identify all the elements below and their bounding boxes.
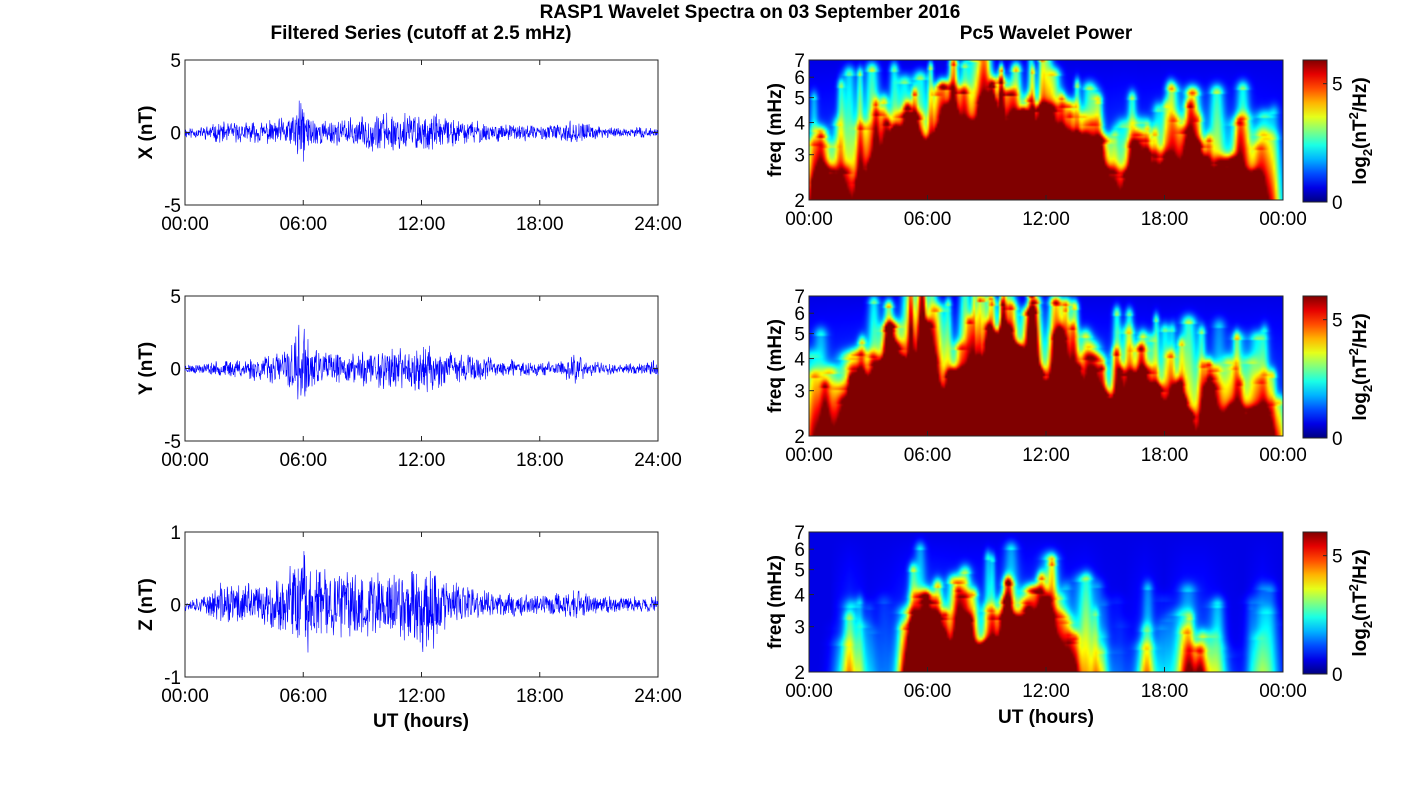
- x-tick-label: 06:00: [904, 681, 952, 702]
- left-column-title: Filtered Series (cutoff at 2.5 mHz): [271, 23, 572, 44]
- y-tick-label: 6: [794, 540, 805, 561]
- x-tick-label: 12:00: [398, 450, 446, 471]
- wavelet-power-image: [809, 60, 1283, 200]
- x-tick-label: 18:00: [1141, 445, 1189, 466]
- y-tick-label: 5: [170, 51, 181, 72]
- y-tick-label: 1: [170, 523, 181, 544]
- x-tick-label: 00:00: [1259, 681, 1307, 702]
- y-tick-label: 5: [794, 89, 805, 110]
- x-tick-label: 18:00: [1141, 681, 1189, 702]
- y-tick-label: 6: [794, 304, 805, 325]
- x-tick-label: 06:00: [279, 214, 327, 235]
- x-tick-label: 24:00: [634, 686, 682, 707]
- timeseries-panel-z: 1 0 -100:00 06:00 12:00 18:00 24:00 Z (nT): [136, 523, 682, 707]
- left-x-axis-label: UT (hours): [373, 711, 469, 732]
- wavelet-power-image: [809, 532, 1283, 672]
- colorbar-scale: [1302, 59, 1328, 203]
- y-tick-label: 7: [794, 51, 805, 72]
- y-tick-label: 6: [794, 68, 805, 89]
- figure-title: RASP1 Wavelet Spectra on 03 September 20…: [540, 2, 961, 23]
- x-tick-label: 00:00: [785, 445, 833, 466]
- y-axis-label: freq (mHz): [765, 83, 786, 177]
- y-tick-label: 3: [794, 146, 805, 167]
- y-tick-label: 0: [170, 596, 181, 617]
- x-tick-label: 24:00: [634, 450, 682, 471]
- x-tick-label: 18:00: [516, 214, 564, 235]
- colorbar-tick-label: 5: [1332, 311, 1343, 332]
- y-axis-label: freq (mHz): [765, 319, 786, 413]
- y-tick-label: 3: [794, 618, 805, 639]
- x-tick-label: 00:00: [1259, 445, 1307, 466]
- x-tick-label: 00:00: [1259, 209, 1307, 230]
- wavelet-power-image: [809, 296, 1283, 436]
- x-tick-label: 06:00: [904, 209, 952, 230]
- x-tick-label: 06:00: [279, 450, 327, 471]
- y-axis-label: freq (mHz): [765, 555, 786, 649]
- signal-trace-z: [184, 551, 659, 653]
- y-tick-label: -5: [164, 196, 181, 217]
- x-tick-label: 12:00: [398, 214, 446, 235]
- x-tick-label: 00:00: [785, 209, 833, 230]
- x-tick-label: 00:00: [785, 681, 833, 702]
- panels: 50-500:00 06:00 12:00 18:00 24:00X (nT)76543…: [136, 51, 1375, 707]
- x-tick-label: 00:00: [161, 450, 209, 471]
- y-tick-label: -1: [164, 668, 181, 689]
- x-tick-label: 00:00: [161, 686, 209, 707]
- x-tick-label: 06:00: [904, 445, 952, 466]
- signal-trace-x: [184, 100, 659, 162]
- y-tick-label: -5: [164, 432, 181, 453]
- timeseries-panel-x: 5 0 -500:00 06:00 12:00 18:00 24:00 X (nT): [136, 51, 682, 235]
- x-tick-label: 18:00: [1141, 209, 1189, 230]
- y-tick-label: 2: [794, 663, 805, 684]
- signal-trace-y: [184, 324, 659, 400]
- y-tick-label: 5: [794, 561, 805, 582]
- y-axis-label: X (nT): [136, 106, 157, 160]
- y-tick-label: 4: [794, 114, 805, 135]
- y-tick-label: 0: [170, 124, 181, 145]
- colorbar-tick-label: 0: [1332, 429, 1343, 450]
- x-tick-label: 24:00: [634, 214, 682, 235]
- colorbar-tick-label: 0: [1332, 193, 1343, 214]
- x-tick-label: 12:00: [1022, 681, 1070, 702]
- colorbar-label: log2(nT2/Hz): [1346, 313, 1375, 420]
- y-axis-label: Y (nT): [136, 342, 157, 395]
- y-tick-label: 2: [794, 191, 805, 212]
- x-tick-label: 06:00: [279, 686, 327, 707]
- x-tick-label: 18:00: [516, 450, 564, 471]
- x-tick-label: 12:00: [398, 686, 446, 707]
- y-tick-label: 0: [170, 360, 181, 381]
- y-tick-label: 2: [794, 427, 805, 448]
- colorbar-scale: [1302, 531, 1328, 675]
- y-tick-label: 5: [170, 287, 181, 308]
- x-tick-label: 00:00: [161, 214, 209, 235]
- colorbar-tick-label: 5: [1332, 75, 1343, 96]
- timeseries-panel-y: 5 0 -500:00 06:00 12:00 18:00 24:00 Y (nT): [136, 287, 682, 471]
- y-tick-label: 5: [794, 325, 805, 346]
- right-column-title: Pc5 Wavelet Power: [960, 23, 1133, 44]
- colorbar-label: log2(nT2/Hz): [1346, 77, 1375, 184]
- y-tick-label: 4: [794, 586, 805, 607]
- colorbar-label: log2(nT2/Hz): [1346, 549, 1375, 656]
- colorbar-tick-label: 5: [1332, 547, 1343, 568]
- y-tick-label: 7: [794, 287, 805, 308]
- y-tick-label: 3: [794, 382, 805, 403]
- y-tick-label: 4: [794, 350, 805, 371]
- x-tick-label: 18:00: [516, 686, 564, 707]
- x-tick-label: 12:00: [1022, 445, 1070, 466]
- y-tick-label: 7: [794, 523, 805, 544]
- y-axis-label: Z (nT): [136, 578, 157, 631]
- colorbar-scale: [1302, 295, 1328, 439]
- colorbar-tick-label: 0: [1332, 665, 1343, 686]
- x-tick-label: 12:00: [1022, 209, 1070, 230]
- right-x-axis-label: UT (hours): [998, 707, 1094, 728]
